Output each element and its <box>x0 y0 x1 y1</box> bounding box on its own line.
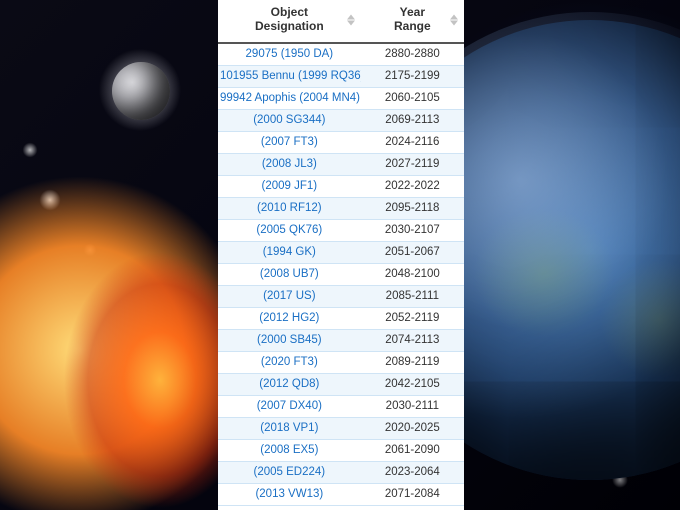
table-row: (2012 HG2)2052-2119 <box>218 308 464 330</box>
year-range-value: 2071-2084 <box>361 488 464 500</box>
year-range-value: 2030-2107 <box>361 224 464 236</box>
designation-link[interactable]: (2020 FT3) <box>218 356 361 368</box>
designation-link[interactable]: (2008 JL3) <box>218 158 361 170</box>
table-row: (2012 QD8)2042-2105 <box>218 374 464 396</box>
designation-link[interactable]: (2017 US) <box>218 290 361 302</box>
table-header-row: Object Designation Year Range <box>218 0 464 44</box>
table-row: (2008 UB7)2048-2100 <box>218 264 464 286</box>
year-range-value: 2085-2111 <box>361 290 464 302</box>
table-row: (2008 EX5)2061-2090 <box>218 440 464 462</box>
year-range-value: 2060-2105 <box>361 92 464 104</box>
table-row: (2000 SG344)2069-2113 <box>218 110 464 132</box>
table-row: (2009 JF1)2022-2022 <box>218 176 464 198</box>
table-row: (2008 JL3)2027-2119 <box>218 154 464 176</box>
year-range-value: 2027-2119 <box>361 158 464 170</box>
year-range-value: 2052-2119 <box>361 312 464 324</box>
year-range-value: 2175-2199 <box>361 70 464 82</box>
header-label: Object Designation <box>255 6 324 34</box>
designation-link[interactable]: (2007 FT3) <box>218 136 361 148</box>
year-range-value: 2880-2880 <box>361 48 464 60</box>
designation-link[interactable]: (2009 JF1) <box>218 180 361 192</box>
designation-link[interactable]: (2010 RF12) <box>218 202 361 214</box>
table-row: (2018 VP1)2020-2025 <box>218 418 464 440</box>
table-row: 101955 Bennu (1999 RQ36)2175-2199 <box>218 66 464 88</box>
year-range-value: 2051-2067 <box>361 246 464 258</box>
designation-link[interactable]: (2000 SB45) <box>218 334 361 346</box>
designation-link[interactable]: 29075 (1950 DA) <box>218 48 361 60</box>
designation-link[interactable]: (2018 VP1) <box>218 422 361 434</box>
designation-link[interactable]: (1994 GK) <box>218 246 361 258</box>
year-range-value: 2030-2111 <box>361 400 464 412</box>
year-range-value: 2095-2118 <box>361 202 464 214</box>
designation-link[interactable]: 99942 Apophis (2004 MN4) <box>218 92 361 104</box>
asteroid-table: Object Designation Year Range 29075 (195… <box>218 0 464 510</box>
table-row: (1994 GK)2051-2067 <box>218 242 464 264</box>
table-row: (2000 SB45)2074-2113 <box>218 330 464 352</box>
designation-link[interactable]: (2008 UB7) <box>218 268 361 280</box>
year-range-value: 2042-2105 <box>361 378 464 390</box>
table-row: (2005 QK76)2030-2107 <box>218 220 464 242</box>
header-label: Year Range <box>394 6 431 34</box>
year-range-value: 2024-2116 <box>361 136 464 148</box>
table-row: (2010 RF12)2095-2118 <box>218 198 464 220</box>
designation-link[interactable]: (2005 ED224) <box>218 466 361 478</box>
year-range-value: 2069-2113 <box>361 114 464 126</box>
table-row: (2005 ED224)2023-2064 <box>218 462 464 484</box>
table-row: 29075 (1950 DA)2880-2880 <box>218 44 464 66</box>
designation-link[interactable]: 101955 Bennu (1999 RQ36) <box>218 70 361 82</box>
sort-icon[interactable] <box>347 14 355 25</box>
moon-graphic <box>112 62 170 120</box>
year-range-value: 2023-2064 <box>361 466 464 478</box>
table-row: (2020 FT3)2089-2119 <box>218 352 464 374</box>
designation-link[interactable]: (2007 DX40) <box>218 400 361 412</box>
designation-link[interactable]: (2012 HG2) <box>218 312 361 324</box>
designation-link[interactable]: (2008 EX5) <box>218 444 361 456</box>
year-range-value: 2089-2119 <box>361 356 464 368</box>
year-range-value: 2048-2100 <box>361 268 464 280</box>
column-header-designation[interactable]: Object Designation <box>218 6 361 34</box>
table-row: 99942 Apophis (2004 MN4)2060-2105 <box>218 88 464 110</box>
table-row: (2013 VW13)2071-2084 <box>218 484 464 506</box>
designation-link[interactable]: (2000 SG344) <box>218 114 361 126</box>
table-row: (2007 FT3)2024-2116 <box>218 132 464 154</box>
designation-link[interactable]: (2013 VW13) <box>218 488 361 500</box>
year-range-value: 2022-2022 <box>361 180 464 192</box>
year-range-value: 2074-2113 <box>361 334 464 346</box>
year-range-value: 2061-2090 <box>361 444 464 456</box>
designation-link[interactable]: (2005 QK76) <box>218 224 361 236</box>
table-row: (2017 US)2085-2111 <box>218 286 464 308</box>
column-header-year-range[interactable]: Year Range <box>361 6 464 34</box>
year-range-value: 2020-2025 <box>361 422 464 434</box>
designation-link[interactable]: (2012 QD8) <box>218 378 361 390</box>
table-body: 29075 (1950 DA)2880-2880101955 Bennu (19… <box>218 44 464 506</box>
table-row: (2007 DX40)2030-2111 <box>218 396 464 418</box>
sort-icon[interactable] <box>450 14 458 25</box>
